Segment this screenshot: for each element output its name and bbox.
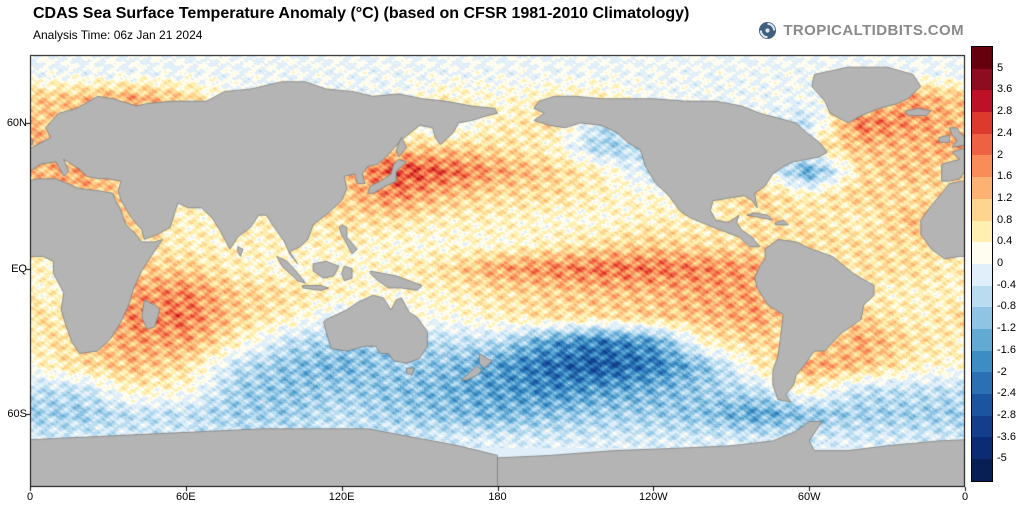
colorbar-segment bbox=[972, 68, 992, 91]
lon-label: 120E bbox=[328, 491, 355, 503]
colorbar-label: -0.8 bbox=[997, 300, 1016, 313]
colorbar-segment bbox=[972, 242, 992, 264]
colorbar-segment bbox=[972, 198, 992, 221]
colorbar-segment bbox=[972, 47, 992, 69]
colorbar-label: -2.4 bbox=[997, 387, 1016, 400]
colorbar-label: -0.4 bbox=[997, 278, 1016, 291]
colorbar-label: 0 bbox=[997, 257, 1004, 269]
colorbar-segment bbox=[972, 90, 992, 113]
brand-text: TROPICALTIDBITS.COM bbox=[783, 22, 964, 39]
chart-title: CDAS Sea Surface Temperature Anomaly (°C… bbox=[33, 5, 690, 22]
colorbar-label: -1.6 bbox=[997, 343, 1016, 356]
colorbar bbox=[971, 46, 993, 482]
lat-label: 60N bbox=[6, 116, 27, 129]
colorbar-segment bbox=[972, 307, 992, 329]
lon-label: 180 bbox=[488, 491, 507, 503]
lon-label: 0 bbox=[961, 491, 969, 503]
lat-label: 60S bbox=[7, 408, 27, 421]
colorbar-label: 1.2 bbox=[997, 191, 1013, 204]
colorbar-label: 2.4 bbox=[997, 126, 1013, 139]
colorbar-label: 0.4 bbox=[997, 235, 1013, 248]
colorbar-segment bbox=[972, 394, 992, 416]
colorbar-segment bbox=[972, 155, 992, 178]
colorbar-label: -5 bbox=[997, 452, 1007, 465]
colorbar-label: 5 bbox=[997, 61, 1004, 74]
colorbar-label: -2.8 bbox=[997, 408, 1016, 421]
colorbar-label: 3.6 bbox=[997, 83, 1013, 96]
colorbar-label: 0.8 bbox=[997, 213, 1013, 226]
colorbar-segment bbox=[972, 177, 992, 199]
colorbar-segment bbox=[972, 415, 992, 438]
colorbar-segment bbox=[972, 350, 992, 373]
lon-label: 0 bbox=[26, 491, 34, 503]
colorbar-segment bbox=[972, 133, 992, 156]
colorbar-segment bbox=[972, 285, 992, 308]
lon-label: 60W bbox=[797, 491, 821, 503]
colorbar-segment bbox=[972, 437, 992, 460]
colorbar-segment bbox=[972, 112, 992, 134]
analysis-time: Analysis Time: 06z Jan 21 2024 bbox=[33, 28, 203, 42]
colorbar-segment bbox=[972, 263, 992, 286]
lon-label: 60E bbox=[176, 491, 196, 503]
lon-label: 120W bbox=[638, 491, 668, 503]
hurricane-swirl-icon bbox=[759, 21, 777, 40]
colorbar-label: -2 bbox=[997, 365, 1007, 378]
colorbar-segment bbox=[972, 328, 992, 351]
colorbar-segment bbox=[972, 220, 992, 243]
lat-label: EQ bbox=[11, 262, 27, 275]
colorbar-label: 2 bbox=[997, 148, 1004, 161]
colorbar-label: -3.6 bbox=[997, 430, 1016, 443]
colorbar-segment bbox=[972, 372, 992, 394]
colorbar-label: 1.6 bbox=[997, 170, 1013, 183]
brand-logo: TROPICALTIDBITS.COM bbox=[758, 21, 964, 40]
colorbar-label: -1.2 bbox=[997, 322, 1016, 335]
colorbar-segment bbox=[972, 459, 992, 481]
colorbar-label: 2.8 bbox=[997, 105, 1013, 118]
